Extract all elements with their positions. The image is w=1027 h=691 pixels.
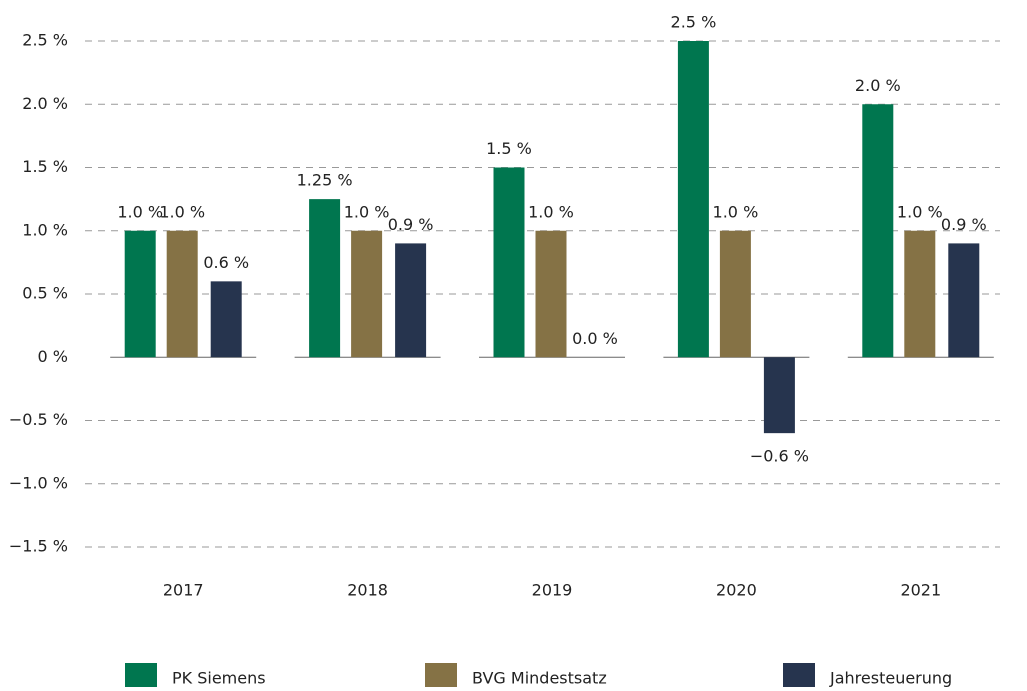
bar (904, 230, 936, 358)
bar (535, 230, 567, 358)
value-label: 1.0 % (159, 202, 205, 221)
y-tick-label: 1.0 % (22, 220, 68, 239)
y-tick-label: 2.0 % (22, 94, 68, 113)
value-label: 1.25 % (297, 171, 353, 190)
legend-label: Jahresteuerung (829, 669, 952, 688)
bar (948, 243, 980, 358)
bar (124, 230, 156, 358)
value-label: 0.6 % (203, 253, 249, 272)
y-tick-label: 0.5 % (22, 284, 68, 303)
legend-label: PK Siemens (172, 669, 266, 688)
value-label: 1.5 % (486, 139, 532, 158)
legend-swatch (783, 663, 815, 687)
value-label: 0.9 % (941, 215, 987, 234)
bar (719, 230, 751, 358)
x-tick-label: 2018 (347, 581, 388, 600)
x-tick-label: 2021 (900, 581, 941, 600)
value-label: 1.0 % (897, 202, 943, 221)
bar (763, 357, 795, 434)
y-tick-label: 0 % (38, 347, 68, 366)
value-label: 1.0 % (528, 202, 574, 221)
bar (395, 243, 427, 358)
x-tick-label: 2020 (716, 581, 757, 600)
bar (493, 167, 525, 358)
bar (677, 41, 709, 358)
x-tick-label: 2019 (532, 581, 573, 600)
bar (309, 199, 341, 358)
value-label: 1.0 % (713, 202, 759, 221)
legend-swatch (125, 663, 157, 687)
value-label: 0.9 % (388, 215, 434, 234)
bar (351, 230, 383, 358)
value-label: 1.0 % (117, 202, 163, 221)
bar (862, 104, 894, 358)
bar (166, 230, 198, 358)
y-tick-label: −0.5 % (9, 410, 68, 429)
value-label: 2.0 % (855, 76, 901, 95)
legend-label: BVG Mindestsatz (472, 669, 607, 688)
x-tick-label: 2017 (163, 581, 204, 600)
value-label: 1.0 % (344, 202, 390, 221)
legend-swatch (425, 663, 457, 687)
y-tick-label: 1.5 % (22, 157, 68, 176)
value-label: 2.5 % (671, 13, 717, 32)
bar (210, 281, 242, 358)
y-tick-label: −1.0 % (9, 473, 68, 492)
y-tick-label: 2.5 % (22, 31, 68, 50)
value-label: −0.6 % (750, 447, 809, 466)
value-label: 0.0 % (572, 329, 618, 348)
y-tick-label: −1.5 % (9, 537, 68, 556)
